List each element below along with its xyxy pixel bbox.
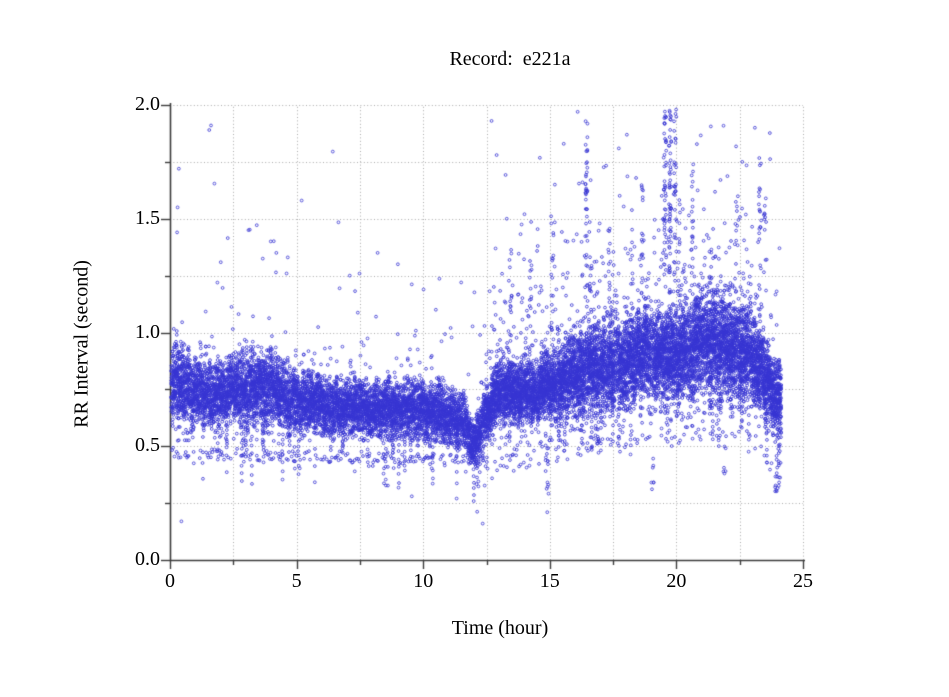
x-tick-label: 15 <box>539 570 560 592</box>
x-tick-label: 25 <box>793 570 813 592</box>
y-axis-label-text: RR Interval (second) <box>70 260 93 428</box>
y-tick-label: 0.0 <box>135 548 160 570</box>
y-tick-label: 0.5 <box>135 434 160 457</box>
chart-title: Record: e221a <box>449 48 571 70</box>
x-tick-label: 20 <box>666 570 687 592</box>
y-tick-label: 1.5 <box>135 206 160 229</box>
x-tick-label: 0 <box>165 570 175 592</box>
y-tick-label: 1.0 <box>135 320 160 343</box>
x-tick-label: 10 <box>413 570 434 592</box>
x-tick-label: 5 <box>291 570 302 592</box>
y-tick-label: 2.0 <box>135 93 160 115</box>
x-axis-label: Time (hour) <box>451 617 549 639</box>
